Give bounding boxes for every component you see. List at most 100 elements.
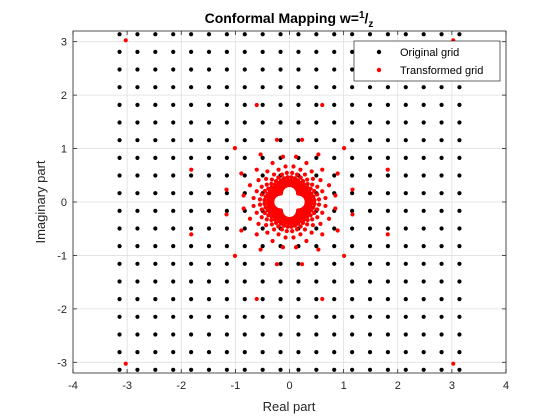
original-grid-point — [385, 297, 390, 302]
original-grid-point — [135, 67, 140, 72]
original-grid-point — [206, 226, 212, 231]
original-grid-point — [296, 67, 301, 72]
original-grid-point — [224, 155, 229, 160]
original-grid-point — [189, 244, 194, 249]
transformed-grid-point — [270, 238, 275, 244]
original-grid-point — [260, 85, 265, 90]
original-grid-point — [439, 261, 444, 266]
original-grid-point — [385, 32, 390, 37]
x-tick-label: -4 — [68, 380, 78, 392]
transformed-grid-point — [285, 224, 290, 229]
original-grid-point — [314, 367, 319, 372]
original-grid-point — [224, 85, 229, 90]
transformed-grid-point — [350, 212, 355, 217]
transformed-grid-point — [284, 229, 289, 234]
original-grid-point — [135, 173, 140, 178]
original-grid-point — [242, 244, 247, 249]
original-grid-point — [171, 155, 176, 160]
original-grid-point — [457, 279, 462, 284]
original-grid-point — [367, 85, 373, 90]
transformed-grid-point — [320, 102, 325, 108]
transformed-grid-point — [309, 169, 314, 174]
original-grid-point — [135, 261, 140, 266]
original-grid-point — [332, 155, 337, 160]
transformed-grid-point — [304, 238, 309, 244]
transformed-grid-point — [293, 154, 299, 159]
transformed-grid-point — [298, 232, 303, 237]
original-grid-point — [367, 191, 373, 196]
x-tick-label: 3 — [449, 380, 455, 392]
y-tick-label: -1 — [57, 250, 67, 262]
original-grid-point — [403, 155, 408, 160]
original-grid-point — [385, 314, 390, 319]
transformed-grid-point — [272, 182, 278, 187]
transformed-grid-point — [232, 253, 238, 258]
transformed-grid-point — [283, 164, 288, 169]
original-grid-point — [242, 261, 247, 266]
original-grid-point — [153, 297, 158, 302]
transformed-grid-point — [279, 227, 285, 232]
transformed-grid-point — [281, 176, 287, 181]
original-grid-point — [332, 332, 337, 337]
original-grid-point — [135, 102, 140, 107]
transformed-grid-point — [262, 197, 267, 203]
original-grid-point — [206, 332, 212, 337]
original-grid-point — [278, 67, 283, 72]
original-grid-point — [332, 279, 337, 284]
transformed-grid-point — [312, 197, 317, 203]
original-grid-point — [171, 244, 176, 249]
original-grid-point — [350, 226, 355, 231]
transformed-grid-point — [285, 178, 291, 183]
original-grid-point — [278, 32, 283, 37]
original-grid-point — [242, 49, 247, 54]
original-grid-point — [135, 332, 140, 337]
transformed-grid-point — [264, 176, 269, 182]
transformed-grid-point — [276, 232, 281, 237]
original-grid-point — [117, 67, 122, 72]
transformed-grid-point — [189, 167, 194, 172]
original-grid-point — [385, 279, 390, 284]
original-grid-point — [135, 350, 140, 355]
original-grid-point — [224, 173, 229, 178]
original-grid-point — [457, 261, 462, 266]
transformed-grid-point — [341, 146, 347, 151]
transformed-grid-point — [273, 178, 279, 184]
original-grid-point — [189, 208, 194, 213]
x-tick-label: -1 — [230, 380, 240, 392]
transformed-grid-point — [266, 186, 271, 191]
original-grid-point — [206, 49, 212, 54]
original-grid-point — [224, 226, 229, 231]
transformed-grid-point — [254, 189, 259, 194]
original-grid-point — [117, 173, 122, 178]
original-grid-point — [332, 49, 337, 54]
transformed-grid-point — [335, 171, 340, 176]
transformed-grid-point — [274, 262, 280, 267]
original-grid-point — [153, 191, 158, 196]
original-grid-point — [439, 120, 444, 125]
x-tick-label: -2 — [176, 380, 186, 392]
transformed-grid-point — [320, 210, 325, 215]
original-grid-point — [367, 226, 373, 231]
original-grid-point — [189, 67, 194, 72]
original-grid-point — [171, 191, 176, 196]
transformed-grid-point — [298, 175, 303, 180]
original-grid-point — [332, 67, 337, 72]
original-grid-point — [421, 32, 426, 37]
transformed-grid-point — [241, 193, 246, 198]
original-grid-point — [206, 173, 212, 178]
original-grid-point — [189, 314, 194, 319]
transformed-grid-point — [241, 206, 246, 211]
original-grid-point — [153, 102, 158, 107]
original-grid-point — [439, 244, 444, 249]
original-grid-point — [171, 173, 176, 178]
original-grid-point — [135, 85, 140, 90]
original-grid-point — [457, 208, 462, 213]
transformed-grid-point — [256, 221, 261, 226]
original-grid-point — [260, 226, 265, 231]
x-axis-label: Real part — [263, 399, 316, 414]
original-grid-point — [189, 226, 194, 231]
original-grid-point — [332, 32, 337, 37]
transformed-grid-point — [318, 178, 323, 183]
original-grid-point — [314, 261, 319, 266]
original-grid-point — [278, 314, 283, 319]
